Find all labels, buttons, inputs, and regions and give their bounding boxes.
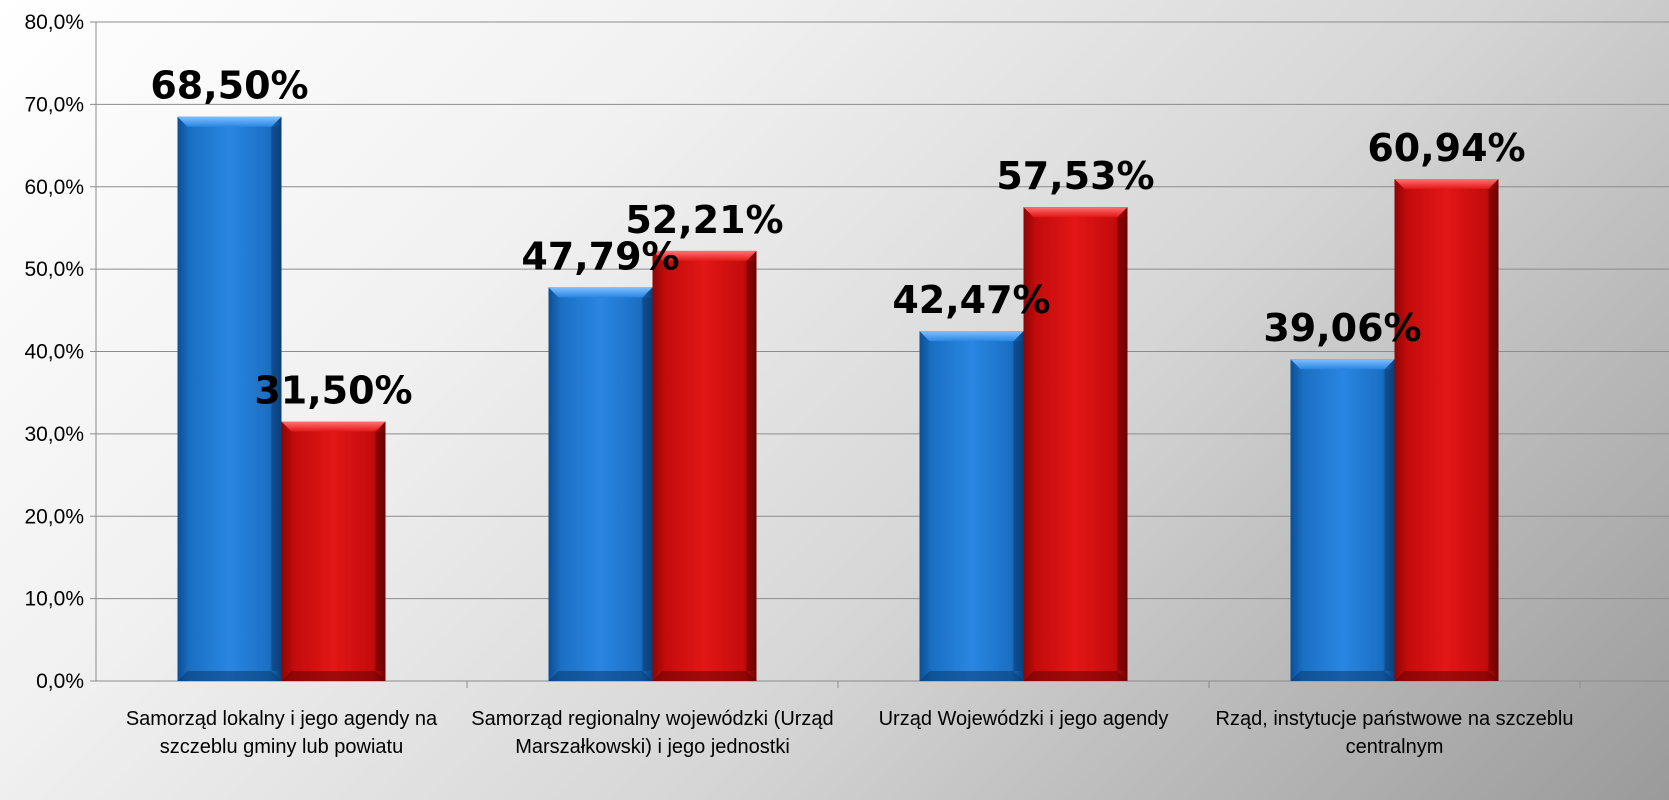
- bar-bevel-right: [1117, 217, 1128, 671]
- y-tick-label: 20,0%: [24, 505, 84, 528]
- bar-bevel-bottom: [548, 671, 653, 681]
- data-labels: 68,50% 31,50% 47,79%52,21% 42,47% 57,53% 39,0…: [150, 64, 1525, 413]
- category-label: Urząd Wojewódzki i jego agendy: [879, 708, 1169, 730]
- bar-blue-2: [919, 331, 1024, 681]
- bar-red-3: [1394, 179, 1499, 681]
- data-label: 68,50%: [150, 64, 308, 108]
- bar-front: [1023, 207, 1128, 681]
- category-label-line: centralnym: [1346, 736, 1444, 758]
- bar-bevel-bottom: [652, 671, 757, 681]
- bar-bevel-right: [746, 260, 757, 671]
- y-axis: 0,0% 10,0% 20,0% 30,0% 40,0% 50,0% 60,0% 70,0% 8…: [24, 11, 1669, 693]
- bar-bevel-right: [1384, 369, 1395, 671]
- category-label-line: Samorząd lokalny i jego agendy na: [126, 708, 438, 730]
- bar-bevel-right: [1488, 189, 1499, 671]
- data-label: 42,47%: [892, 278, 1050, 322]
- bar-front: [281, 421, 386, 681]
- category-label: Samorząd regionalny wojewódzki (Urząd Mar…: [471, 708, 833, 758]
- category-label: Samorząd lokalny i jego agendy na szczebl…: [126, 708, 438, 758]
- bar-bevel-bottom: [1394, 671, 1499, 681]
- category-labels: Samorząd lokalny i jego agendy na szczebl…: [126, 708, 1574, 758]
- bar-bevel-right: [271, 126, 282, 671]
- data-label: 57,53%: [996, 154, 1154, 198]
- data-label: 60,94%: [1367, 126, 1525, 170]
- bar-bevel-top: [652, 250, 757, 261]
- category-label-line: szczeblu gminy lub powiatu: [160, 736, 403, 758]
- bar-bevel-top: [177, 116, 282, 127]
- category-label-line: Urząd Wojewódzki i jego agendy: [879, 708, 1169, 730]
- bar-bevel-right: [375, 431, 386, 671]
- bar-bevel-bottom: [919, 671, 1024, 681]
- bar-bevel-top: [1023, 207, 1128, 218]
- y-tick-label: 80,0%: [24, 11, 84, 34]
- bar-bevel-right: [642, 297, 653, 671]
- bar-front: [548, 287, 653, 681]
- bar-bevel-top: [1394, 179, 1499, 190]
- y-tick-label: 60,0%: [24, 176, 84, 199]
- bar-blue-3: [1290, 359, 1395, 681]
- bar-red-1: [652, 250, 757, 682]
- bar-blue-0: [177, 116, 282, 681]
- y-tick-label: 0,0%: [36, 670, 84, 693]
- bar-red-2: [1023, 207, 1128, 681]
- y-tick-label: 50,0%: [24, 258, 84, 281]
- y-tick-label: 70,0%: [24, 93, 84, 116]
- bar-bevel-top: [1290, 359, 1395, 370]
- bar-front: [177, 116, 282, 681]
- bar-front: [652, 250, 757, 682]
- bar-front: [1394, 179, 1499, 681]
- category-label-line: Samorząd regionalny wojewódzki (Urząd: [471, 708, 833, 730]
- bar-front: [1290, 359, 1395, 681]
- data-label: 52,21%: [625, 198, 783, 242]
- bar-red-0: [281, 421, 386, 681]
- bar-bevel-bottom: [281, 671, 386, 681]
- data-label: 47,79%: [521, 234, 679, 278]
- bar-bevel-top: [548, 287, 653, 298]
- bar-bevel-bottom: [1290, 671, 1395, 681]
- bar-bevel-top: [281, 421, 386, 432]
- y-tick-label: 40,0%: [24, 341, 84, 364]
- bar-bevel-bottom: [1023, 671, 1128, 681]
- bar-bevel-top: [919, 331, 1024, 342]
- bars: [177, 116, 1499, 682]
- category-label-line: Rząd, instytucje państwowe na szczeblu: [1216, 708, 1574, 730]
- data-label: 31,50%: [254, 369, 412, 413]
- category-label: Rząd, instytucje państwowe na szczeblu ce…: [1216, 708, 1574, 758]
- category-label-line: Marszałkowski) i jego jednostki: [515, 736, 790, 758]
- y-tick-label: 10,0%: [24, 588, 84, 611]
- y-tick-label: 30,0%: [24, 423, 84, 446]
- data-label: 39,06%: [1263, 306, 1421, 350]
- bar-front: [919, 331, 1024, 681]
- bar-bevel-bottom: [177, 671, 282, 681]
- bar-bevel-right: [1013, 341, 1024, 671]
- bar-blue-1: [548, 287, 653, 681]
